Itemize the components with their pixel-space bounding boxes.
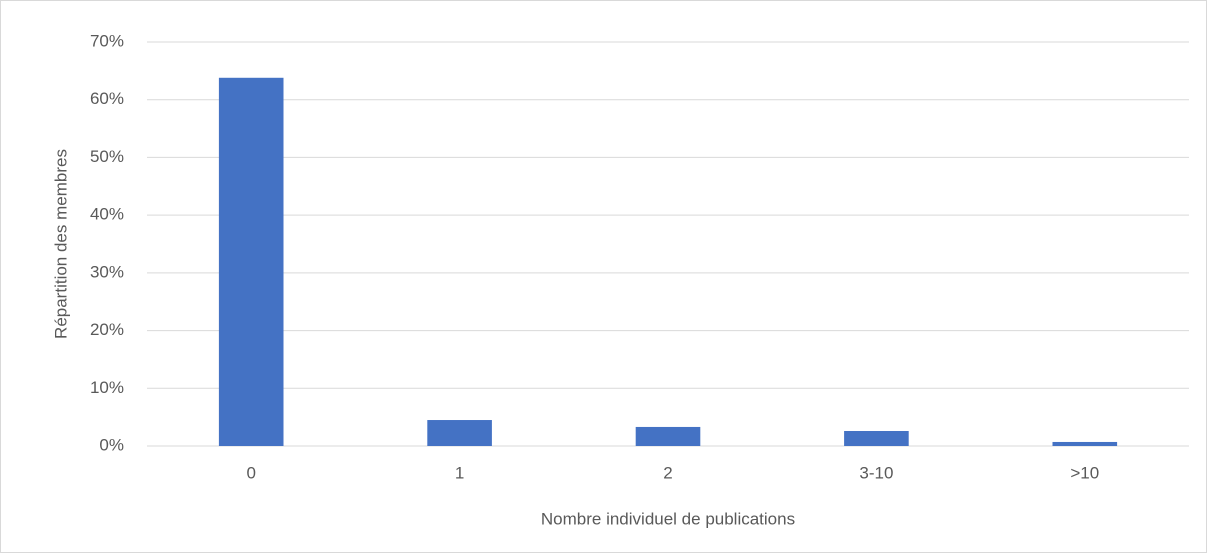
y-tick-label: 30%: [90, 262, 124, 281]
y-tick-label: 0%: [99, 435, 124, 454]
x-tick-label: >10: [1070, 463, 1099, 482]
x-tick-label: 1: [455, 463, 464, 482]
y-tick-label: 20%: [90, 320, 124, 339]
x-tick-label: 2: [663, 463, 672, 482]
bar: [635, 426, 701, 446]
bar: [1052, 441, 1118, 446]
y-tick-label: 10%: [90, 378, 124, 397]
bar: [427, 420, 492, 446]
x-tick-label: 0: [246, 463, 255, 482]
y-tick-label: 60%: [90, 89, 124, 108]
y-tick-label: 40%: [90, 205, 124, 224]
y-tick-label: 70%: [90, 31, 124, 50]
x-tick-label: 3-10: [859, 463, 893, 482]
y-axis-title: Répartition des membres: [51, 149, 70, 339]
bar: [844, 430, 909, 446]
bar: [218, 77, 284, 446]
y-tick-label: 50%: [90, 147, 124, 166]
x-axis-title: Nombre individuel de publications: [541, 509, 795, 528]
